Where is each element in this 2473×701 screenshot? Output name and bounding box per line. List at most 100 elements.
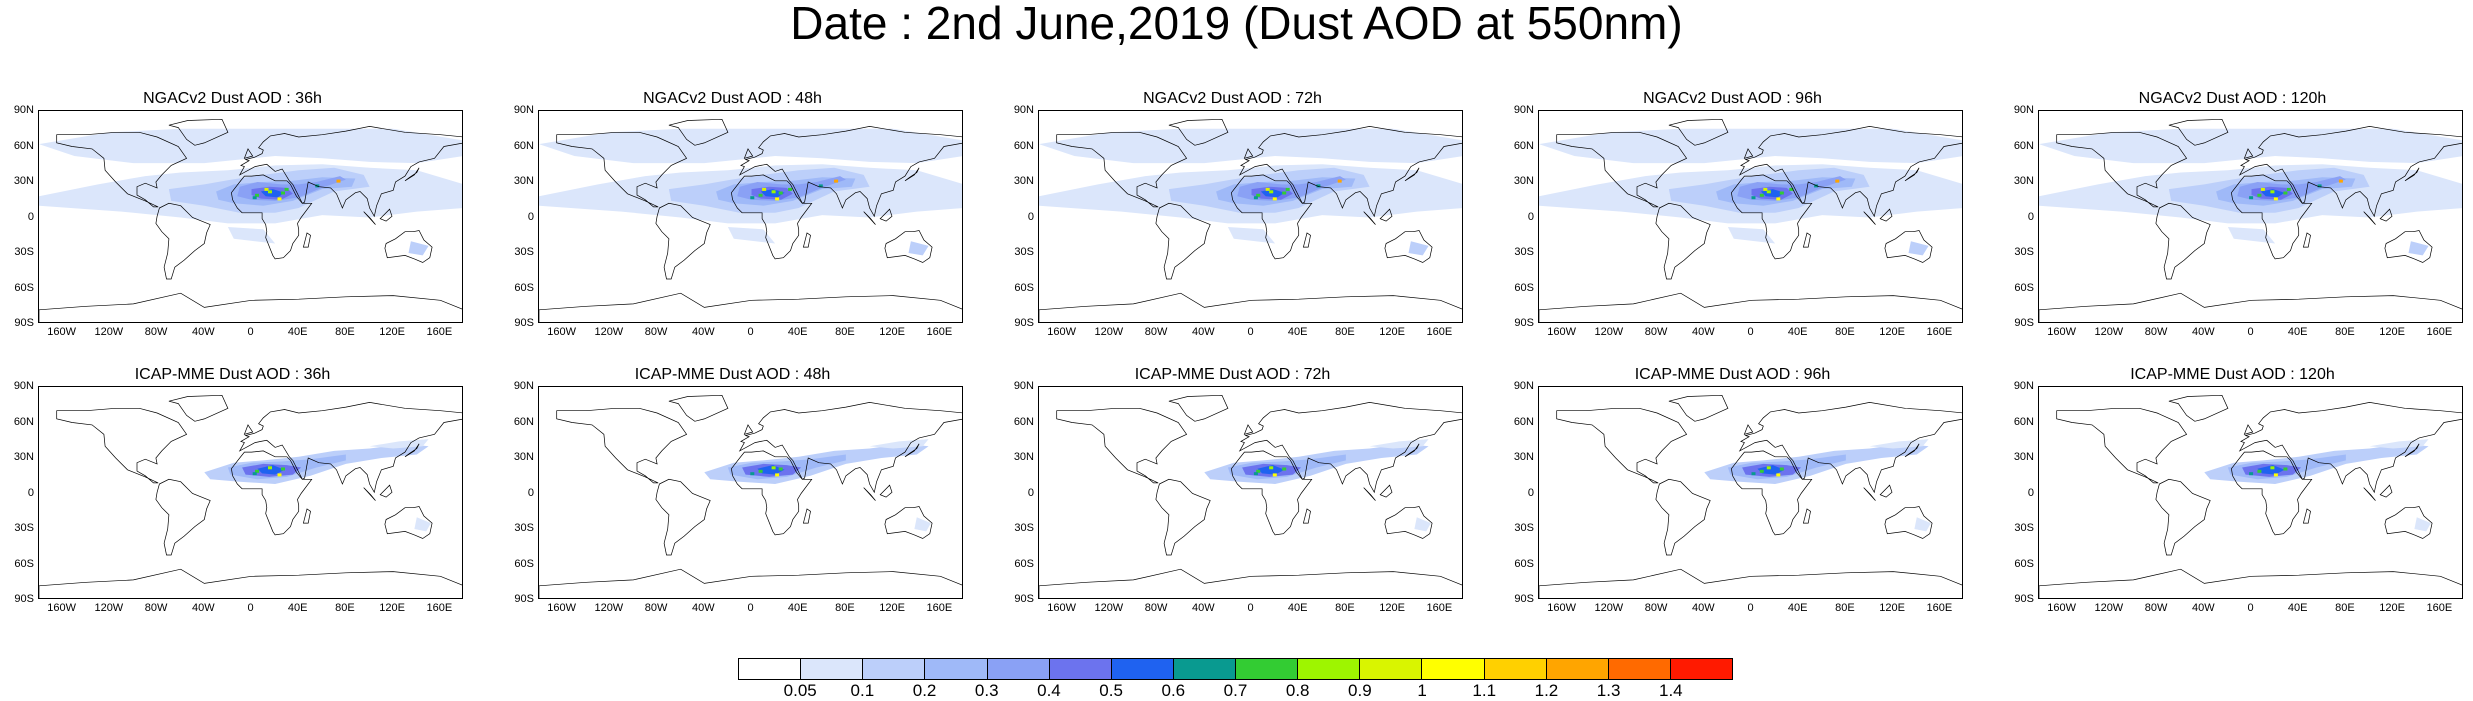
coastline [1743, 424, 1754, 435]
dust-hotspot [2257, 469, 2262, 473]
colorbar-box [987, 659, 1050, 679]
dust-hotspot [1337, 179, 1342, 183]
dust-hotspot [762, 187, 767, 191]
longitude-label: 40W [691, 602, 715, 614]
dust-hotspot [771, 190, 776, 194]
coastline [863, 211, 876, 225]
longitude-label: 160W [47, 602, 76, 614]
coastline [2363, 211, 2376, 225]
latitude-label: 30S [14, 246, 34, 258]
latitude-label: 60N [1013, 139, 1034, 152]
dust-hotspot [1835, 179, 1840, 183]
dust-hotspot [252, 472, 257, 476]
longitude-label: 80W [144, 326, 168, 338]
dust-aod-region [227, 227, 276, 244]
longitude-label: 0 [747, 326, 754, 338]
dust-hotspot [2249, 196, 2254, 200]
longitude-label: 160W [47, 326, 76, 338]
dust-hotspot [2273, 473, 2278, 477]
coastline [155, 202, 211, 280]
coastline [1039, 568, 1462, 598]
latitude-label: 90S [514, 593, 534, 605]
map-panel: ICAP-MME Dust AOD : 48h 90N 60N 30N 0 30S 60S 9… [500, 366, 965, 614]
latitude-label: 30S [2014, 246, 2034, 258]
latitude-label: 30S [1514, 246, 1534, 258]
latitude-label: 90S [1514, 317, 1534, 329]
dust-hotspot [1776, 197, 1781, 201]
coastline [2168, 118, 2229, 146]
latitude-label: 30S [1514, 522, 1534, 534]
longitude-label: 160W [2047, 602, 2076, 614]
map-canvas [1539, 394, 1962, 598]
latitude-label: 30N [1013, 451, 1034, 463]
latitude-label: 0 [1527, 486, 1534, 499]
latitude-label: 30S [1014, 522, 1034, 534]
longitude-label: 160E [1426, 326, 1453, 338]
longitude-label: 0 [2247, 326, 2254, 338]
latitude-label: 90N [13, 380, 34, 392]
coastline [539, 292, 962, 322]
coastline [1363, 211, 1376, 225]
coastline [2155, 202, 2211, 280]
coastline [879, 484, 893, 498]
longitude-label: 40W [1691, 326, 1715, 338]
coastline [1384, 506, 1433, 539]
latitude-label: 60S [2014, 281, 2034, 294]
dust-hotspot [336, 179, 341, 183]
coastline [731, 450, 813, 536]
dust-aod-region [257, 465, 285, 475]
longitude-label: 80W [144, 602, 168, 614]
longitude-label: 0 [247, 602, 254, 614]
dust-hotspot [2270, 190, 2275, 194]
dust-hotspot [1282, 191, 1287, 195]
map-panel: ICAP-MME Dust AOD : 36h 90N 60N 30N 0 30S 60S 9… [0, 366, 465, 614]
map-panel: ICAP-MME Dust AOD : 96h 90N 60N 30N 0 30S 60S 9… [1500, 366, 1965, 614]
dust-hotspot [1759, 193, 1764, 197]
longitude-label: 160E [1926, 326, 1953, 338]
dust-hotspot [2283, 467, 2288, 471]
dust-hotspot [2283, 191, 2288, 195]
coastline [168, 118, 229, 146]
coastline [2363, 487, 2376, 501]
latitude-label: 30S [514, 246, 534, 258]
coastline [363, 211, 376, 225]
latitude-label: 0 [2027, 210, 2034, 223]
colorbar-label: 0.7 [1223, 681, 1248, 700]
dust-hotspot [2260, 187, 2265, 191]
dust-hotspot [1269, 466, 1274, 470]
dust-hotspot [1253, 472, 1258, 476]
dust-hotspot [1256, 193, 1261, 197]
dust-hotspot [2317, 184, 2322, 188]
longitude-label: 40E [2287, 326, 2308, 338]
dust-aod-region [727, 227, 776, 244]
longitude-label: 120E [1879, 602, 1905, 614]
map-canvas [2039, 118, 2462, 322]
longitude-label: 80W [644, 326, 668, 338]
longitude-label: 80W [2144, 326, 2168, 338]
coastline [1802, 508, 1811, 524]
longitude-label: 120W [594, 326, 624, 338]
longitude-label: 120E [2379, 602, 2405, 614]
latitude-label: 60N [2013, 415, 2034, 428]
longitude-label: 80E [1335, 326, 1355, 338]
longitude-label: 40E [787, 326, 808, 338]
longitude-label: 120W [1594, 326, 1624, 338]
dust-hotspot [277, 197, 282, 201]
coastline [302, 508, 311, 524]
dust-hotspot [834, 179, 839, 183]
latitude-label: 90N [2013, 380, 2034, 392]
dust-hotspot [1776, 473, 1781, 477]
longitude-label: 80E [2335, 602, 2355, 614]
latitude-label: 30N [2013, 175, 2034, 187]
longitude-label: 0 [1747, 326, 1754, 338]
longitude-label: 120W [1094, 602, 1124, 614]
latitude-label: 30S [2014, 522, 2034, 534]
latitude-label: 60S [14, 557, 34, 570]
coastline [1879, 208, 1893, 222]
dust-aod-region [1757, 465, 1785, 475]
latitude-label: 60S [1014, 281, 1034, 294]
dust-hotspot [2338, 179, 2343, 183]
panel-title: ICAP-MME Dust AOD : 96h [1634, 366, 1831, 383]
coastline [1155, 478, 1211, 556]
dust-hotspot [750, 196, 755, 200]
